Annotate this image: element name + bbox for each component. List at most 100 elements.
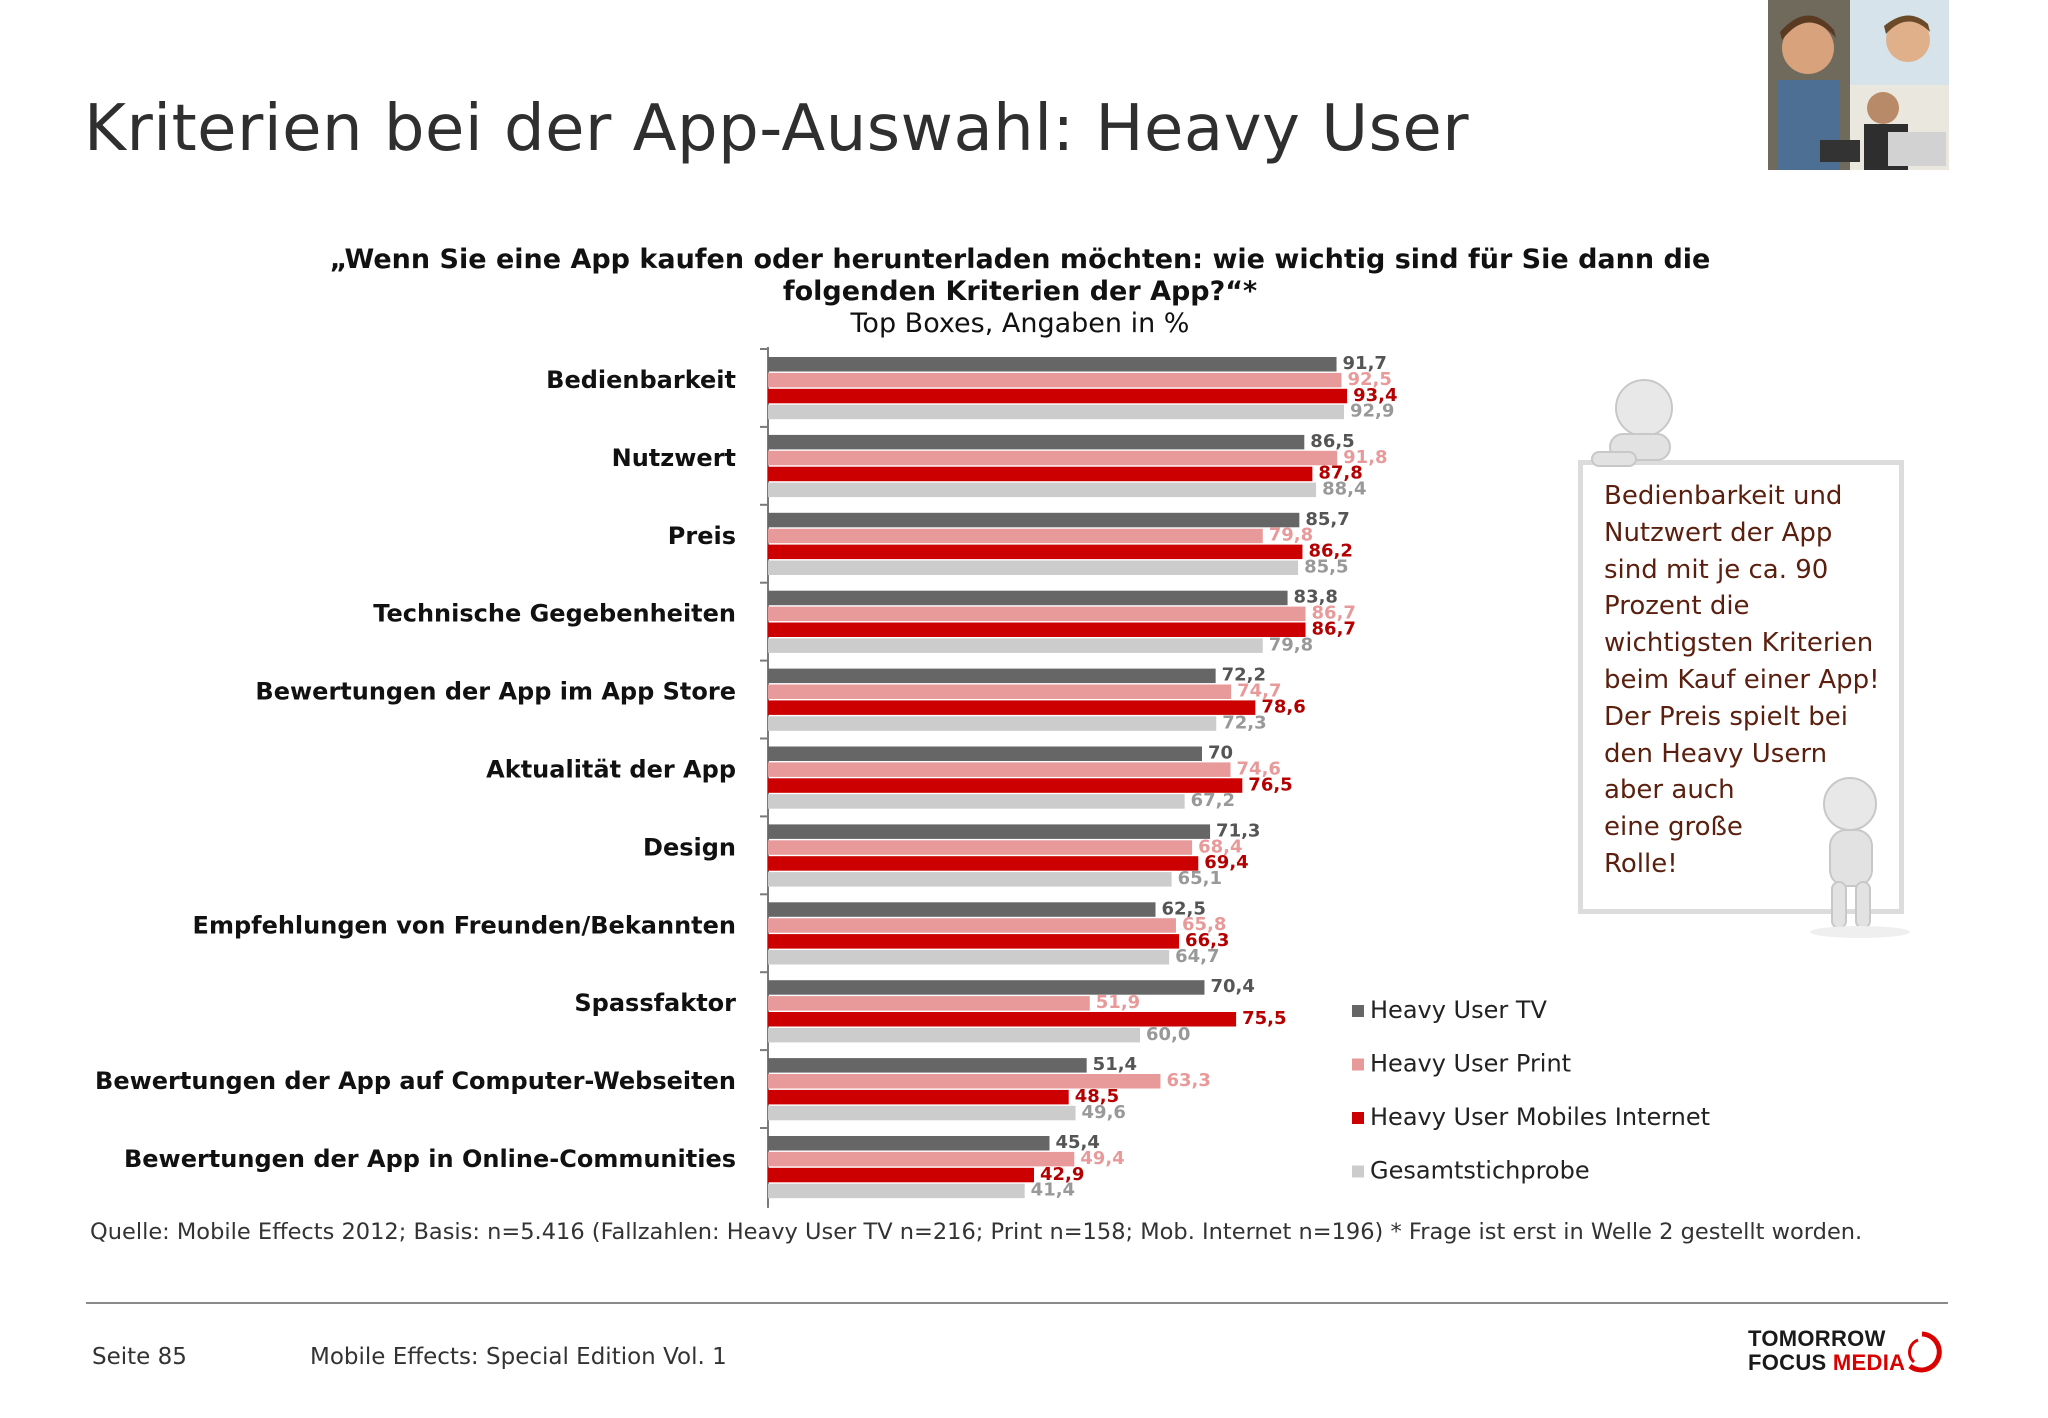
data-label: 66,3 (1185, 930, 1229, 951)
category-label: Design (643, 833, 736, 861)
page-title: Kriterien bei der App-Auswahl: Heavy Use… (84, 92, 1470, 166)
data-label: 87,8 (1318, 463, 1362, 484)
legend-label: Heavy User Mobiles Internet (1370, 1103, 1710, 1131)
bar (768, 512, 1300, 528)
data-label: 83,8 (1294, 587, 1338, 608)
bar (768, 1027, 1140, 1043)
bar (768, 668, 1216, 684)
data-label: 62,5 (1162, 898, 1206, 919)
category-label: Preis (668, 522, 736, 550)
legend-label: Heavy User TV (1370, 996, 1548, 1024)
bar (768, 700, 1256, 715)
bar (768, 684, 1232, 699)
data-label: 85,5 (1304, 557, 1348, 578)
chart-question: „Wenn Sie eine App kaufen oder herunterl… (329, 244, 1711, 307)
data-label: 60,0 (1146, 1024, 1190, 1045)
data-label: 85,7 (1305, 509, 1349, 530)
category-label: Spassfaktor (574, 989, 736, 1017)
bar (768, 902, 1156, 917)
legend-swatch (1352, 1005, 1364, 1017)
bar (768, 590, 1288, 606)
category-label: Technische Gegebenheiten (373, 600, 736, 628)
legend-label: Gesamtstichprobe (1370, 1157, 1590, 1185)
data-label: 93,4 (1353, 385, 1397, 406)
logo-focus: FOCUS (1748, 1350, 1833, 1375)
data-label: 41,4 (1031, 1180, 1075, 1201)
bar (768, 450, 1338, 466)
bar (768, 482, 1317, 498)
bar (768, 950, 1170, 965)
bar (768, 934, 1180, 949)
chart-subtitle: Top Boxes, Angaben in % (850, 308, 1190, 339)
data-label: 70,4 (1210, 976, 1254, 997)
footer-rule (86, 1302, 1948, 1304)
data-label: 70 (1208, 743, 1233, 764)
bar (768, 1151, 1075, 1167)
bar (768, 1089, 1069, 1105)
data-label: 68,4 (1198, 836, 1242, 857)
bar (768, 528, 1263, 544)
logo-media: MEDIA (1832, 1350, 1906, 1375)
bar (768, 840, 1193, 855)
bar (768, 1074, 1161, 1089)
bar (768, 980, 1205, 995)
category-label: Nutzwert (612, 444, 736, 472)
callout-text: Bedienbarkeit und Nutzwert der App sind … (1604, 481, 1880, 879)
category-label: Empfehlungen von Freunden/Bekannten (193, 911, 736, 939)
bar (768, 872, 1172, 887)
bar (768, 434, 1305, 450)
data-label: 75,5 (1242, 1008, 1286, 1029)
data-label: 67,2 (1191, 790, 1235, 811)
category-label: Bewertungen der App im App Store (255, 678, 736, 706)
data-label: 86,2 (1308, 541, 1352, 562)
logo-swoosh-icon (1908, 1331, 1942, 1373)
data-label: 65,1 (1178, 868, 1222, 889)
bar (768, 1136, 1050, 1151)
bar (768, 606, 1306, 622)
bar (768, 357, 1337, 372)
category-label: Aktualität der App (486, 756, 736, 784)
publication-name: Mobile Effects: Special Edition Vol. 1 (310, 1344, 727, 1370)
category-label: Bewertungen der App auf Computer-Webseit… (95, 1067, 736, 1095)
bar (768, 404, 1344, 420)
bar (768, 762, 1231, 777)
data-label: 78,6 (1261, 696, 1305, 717)
page-number: Seite 85 (92, 1344, 187, 1370)
legend-label: Heavy User Print (1370, 1050, 1571, 1078)
category-label: Bewertungen der App in Online-Communitie… (124, 1145, 736, 1173)
data-label: 49,4 (1080, 1148, 1124, 1169)
data-label: 64,7 (1175, 946, 1219, 967)
legend-swatch (1352, 1112, 1364, 1124)
data-label: 72,2 (1222, 665, 1266, 686)
bar (768, 1058, 1087, 1073)
data-label: 79,8 (1269, 525, 1313, 546)
data-label: 72,3 (1222, 712, 1266, 733)
bar (768, 996, 1090, 1011)
data-label: 71,3 (1216, 820, 1260, 841)
bar (768, 372, 1342, 388)
data-label: 69,4 (1204, 852, 1248, 873)
data-label: 49,6 (1082, 1102, 1126, 1123)
bar (768, 1167, 1034, 1183)
category-label: Bedienbarkeit (546, 366, 736, 394)
data-label: 92,5 (1348, 369, 1392, 390)
data-label: 74,6 (1237, 758, 1281, 779)
data-label: 91,7 (1343, 353, 1387, 374)
bar (768, 746, 1202, 761)
people-photo (1768, 0, 1949, 170)
data-label: 86,5 (1310, 431, 1354, 452)
bar (768, 466, 1313, 482)
data-label: 45,4 (1055, 1132, 1099, 1153)
figure-sitting-icon (1591, 379, 1673, 467)
bar (768, 622, 1306, 637)
data-label: 48,5 (1075, 1086, 1119, 1107)
data-label: 88,4 (1322, 479, 1366, 500)
data-label: 79,8 (1269, 634, 1313, 655)
data-label: 92,9 (1350, 401, 1394, 422)
data-label: 42,9 (1040, 1164, 1084, 1185)
bar (768, 824, 1211, 839)
bar (768, 794, 1185, 809)
bar (768, 778, 1243, 793)
bar (768, 1012, 1237, 1027)
